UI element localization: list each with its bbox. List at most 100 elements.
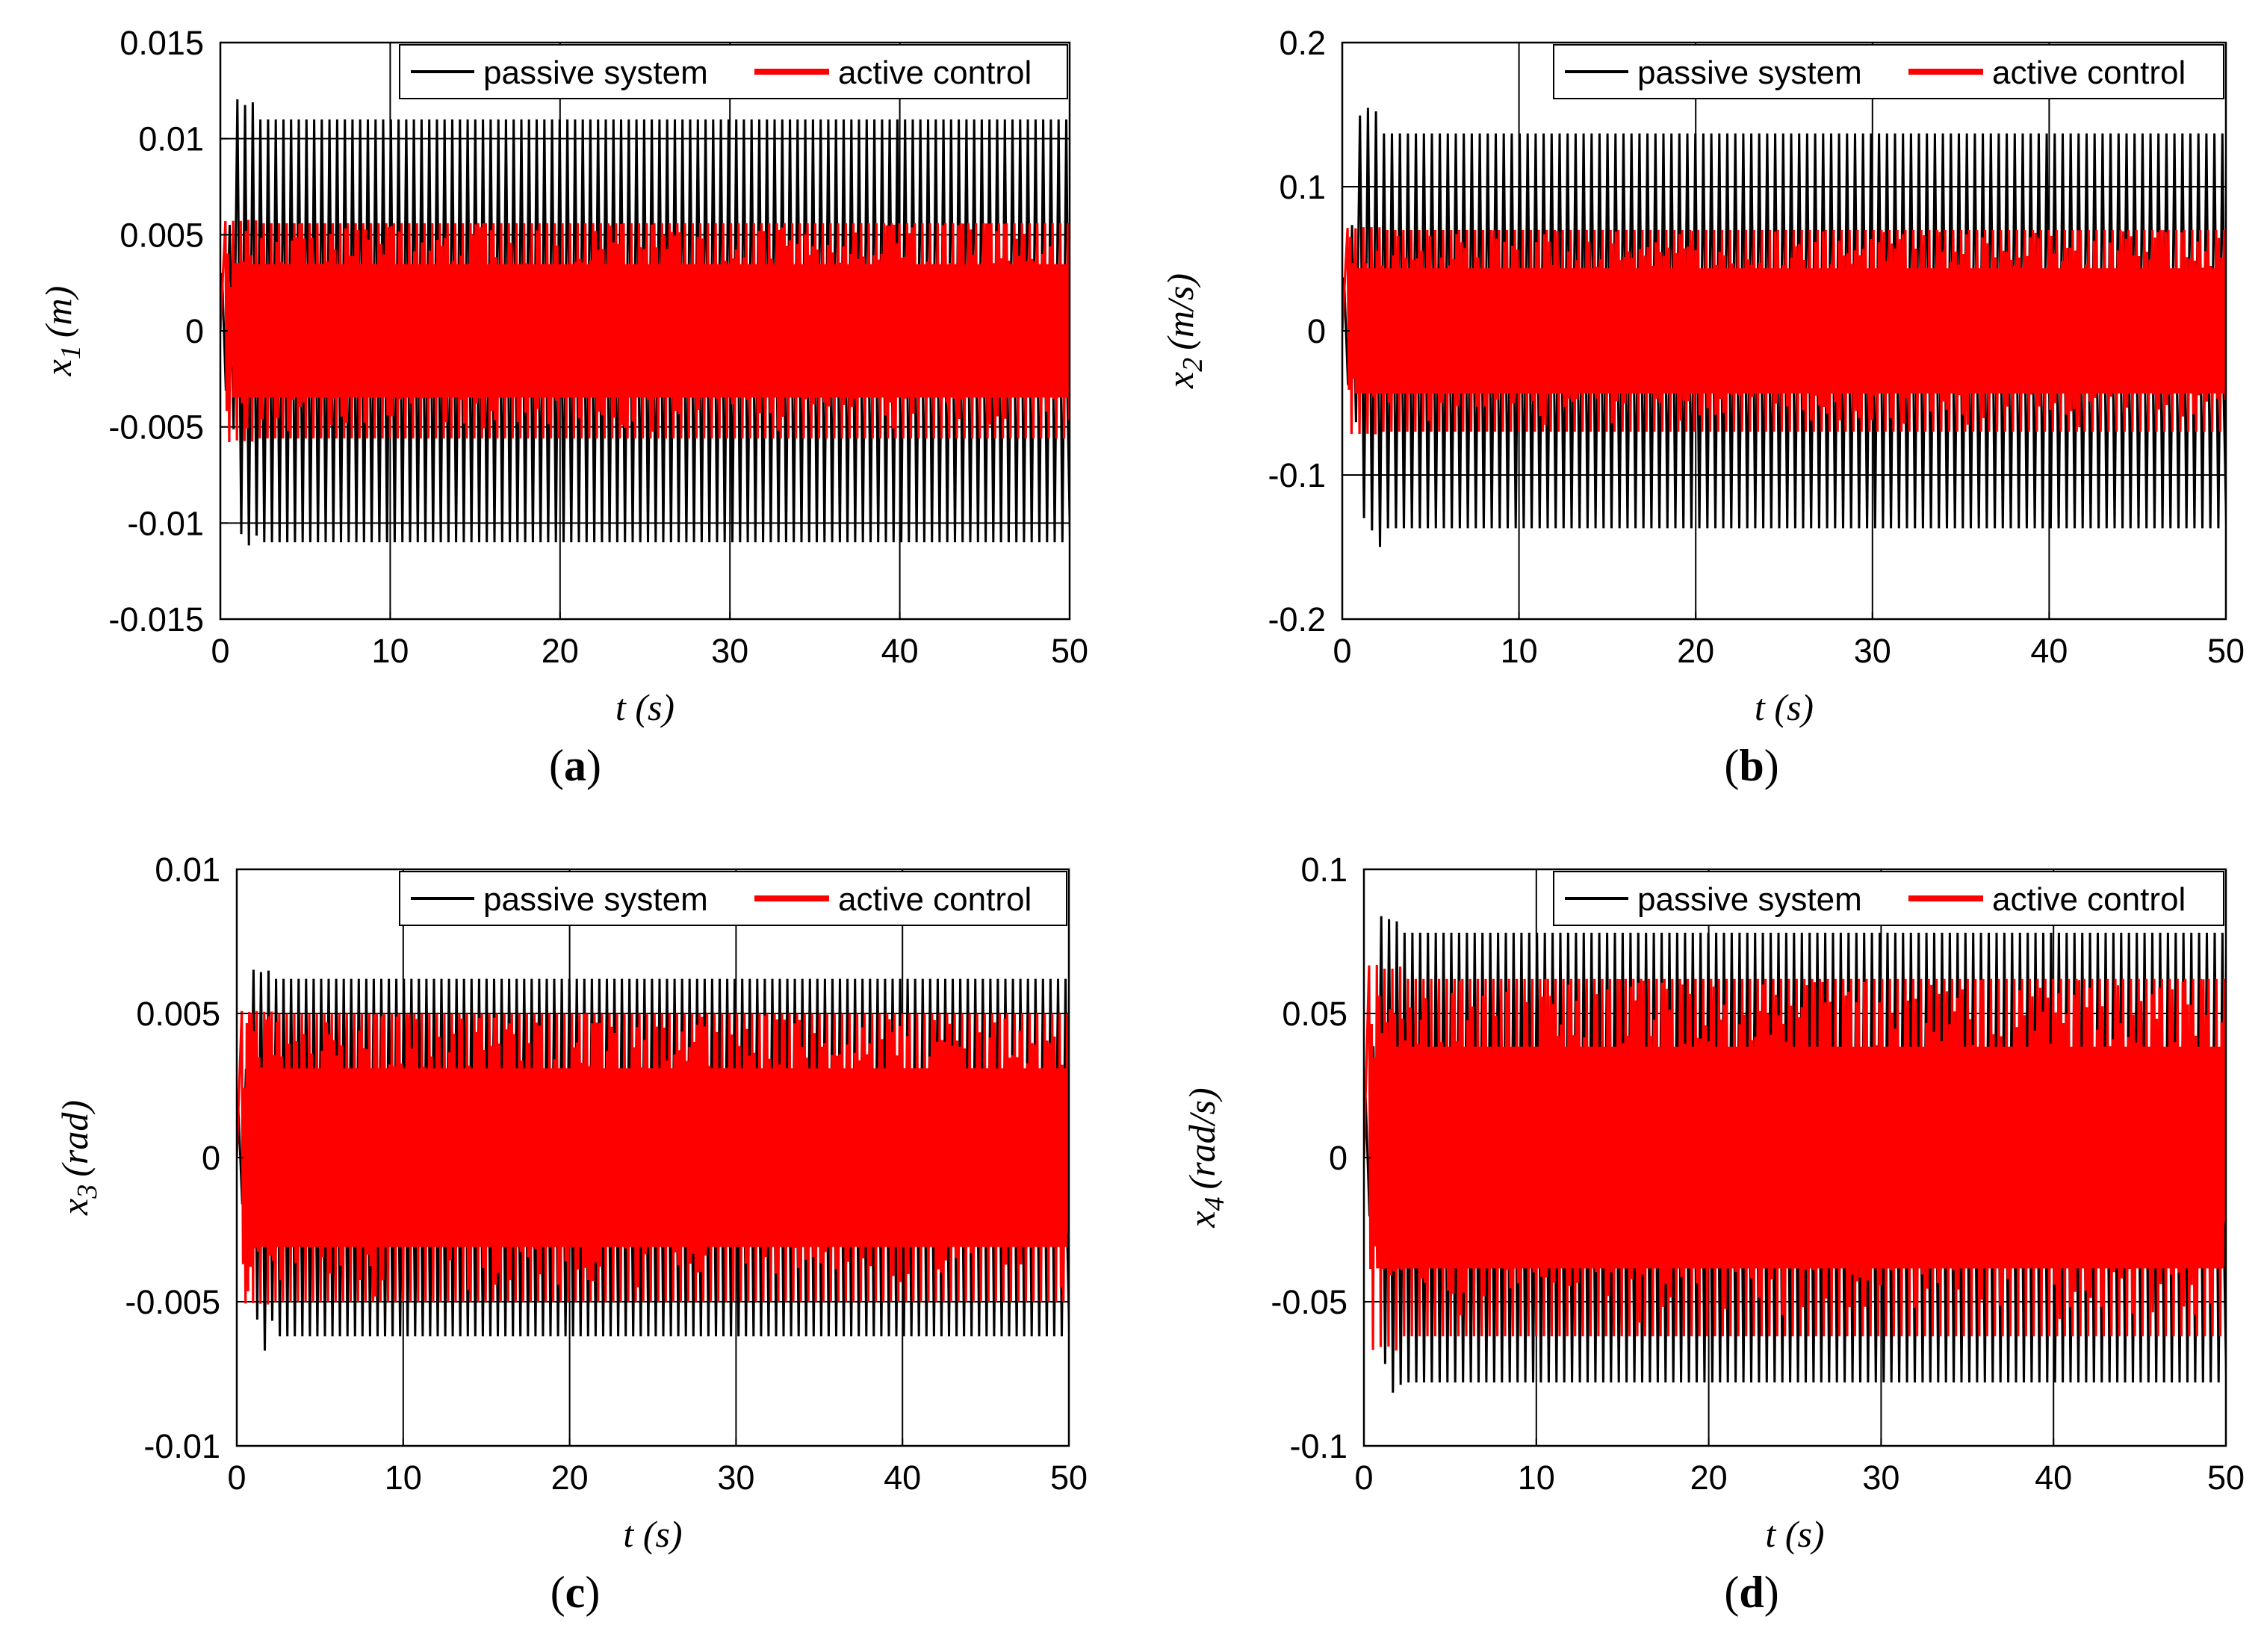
y-axis-label-symbol: x [1181,1211,1223,1228]
y-tick-label: 0.01 [138,120,204,158]
y-axis-label: x3 (rad) [54,1100,103,1216]
x-tick-label: 40 [881,632,919,670]
panel-label-close: ) [1764,1568,1779,1617]
x-tick-label: 40 [2035,1459,2072,1497]
panel-label-open: ( [1724,1568,1739,1617]
y-tick-label: 0 [185,312,204,350]
legend-box [399,44,1068,99]
legend: passive system active control [399,871,1067,926]
y-axis-label-subscript: 4 [1199,1196,1230,1211]
legend: passive system active control [399,44,1068,99]
panel-label-close: ) [585,1568,600,1617]
x-tick-label: 10 [1518,1459,1555,1497]
y-tick-label: 0 [202,1139,220,1177]
legend-label-active: active control [1992,881,2186,918]
x-tick-label: 30 [1854,632,1891,670]
legend-box [1553,871,2224,926]
y-tick-label: -0.01 [127,504,204,542]
x-tick-label: 30 [711,632,748,670]
active-control-dense-band [1376,1046,2224,1269]
legend-box [399,871,1067,926]
y-tick-label: 0.005 [136,995,220,1033]
x-tick-label: 10 [1501,632,1538,670]
y-axis-label-unit: (m) [37,286,79,338]
legend-label-passive: passive system [1637,881,1862,918]
legend-label-passive: passive system [1637,55,1862,91]
active-control-dense-band [232,264,1068,398]
x-tick-label: 0 [227,1459,246,1497]
legend: passive system active control [1553,44,2224,99]
x-tick-label: 30 [717,1459,754,1497]
y-axis-label-subscript: 3 [72,1184,103,1199]
x-axis-label: t (s) [1765,1513,1824,1555]
x-tick-label: 0 [1354,1459,1373,1497]
x-axis-label: t (s) [623,1513,682,1555]
y-tick-label: 0.2 [1279,24,1326,62]
legend-label-active: active control [1992,55,2186,91]
panel-b: 0 10 20 30 40 50 -0.2 -0.1 0 0.1 0.2 t (s) x2 (m/s) pa… [1159,24,2245,790]
legend-label-passive: passive system [483,55,708,91]
panel-label-open: ( [1724,741,1739,790]
x-tick-label: 50 [1051,632,1088,670]
legend: passive system active control [1553,871,2224,926]
x-tick-label: 0 [1333,632,1351,670]
panel-label-letter: b [1739,741,1764,790]
y-tick-label: 0.005 [120,216,204,254]
y-tick-label: 0 [1329,1139,1347,1177]
y-axis-label-subscript: 2 [1177,358,1209,372]
x-axis-label: t (s) [615,686,674,728]
legend-label-passive: passive system [483,881,708,918]
legend-label-active: active control [838,55,1032,91]
x-axis-label: t (s) [1755,686,1814,728]
legend-label-active: active control [838,881,1032,918]
panel-label: (a) [549,741,601,790]
y-axis-label-unit: (m/s) [1159,273,1201,350]
y-tick-label: 0 [1307,312,1326,350]
panel-c: 0 10 20 30 40 50 -0.01 -0.005 0 0.005 0.01 t (s) x3 (… [54,851,1088,1617]
y-axis-label-subscript: 1 [55,345,87,359]
y-axis-label: x2 (m/s) [1159,273,1209,389]
x-tick-label: 30 [1862,1459,1899,1497]
y-tick-label: 0.1 [1279,168,1326,206]
panel-d: 0 10 20 30 40 50 -0.1 -0.05 0 0.05 0.1 t (s) x4 (rad/… [1181,851,2245,1617]
x-tick-label: 10 [385,1459,422,1497]
active-control-dense-band [248,1068,1067,1247]
x-tick-label: 50 [2207,632,2245,670]
y-tick-label: -0.2 [1268,600,1326,639]
x-tick-label: 10 [371,632,409,670]
x-tick-label: 20 [551,1459,589,1497]
y-tick-label: 0.01 [155,851,220,889]
x-tick-label: 40 [884,1459,921,1497]
panel-label-close: ) [586,741,601,790]
y-tick-label: -0.005 [108,409,204,447]
x-tick-label: 50 [1050,1459,1088,1497]
y-tick-label: 0.1 [1300,851,1347,889]
panel-label: (c) [551,1568,601,1617]
y-axis-label-symbol: x [37,359,79,376]
panel-label: (d) [1724,1568,1778,1617]
x-tick-label: 40 [2030,632,2068,670]
y-axis-label-symbol: x [54,1199,96,1216]
y-axis-label-unit: (rad/s) [1181,1087,1223,1189]
y-axis-label: x1 (m) [37,286,87,377]
y-tick-label: -0.01 [143,1427,220,1465]
y-tick-label: -0.015 [108,600,204,639]
y-tick-label: 0.05 [1282,995,1347,1033]
panel-label-close: ) [1764,741,1779,790]
x-tick-label: 20 [542,632,579,670]
x-tick-label: 20 [1677,632,1714,670]
y-tick-label: -0.05 [1271,1283,1347,1321]
panel-label-open: ( [551,1568,565,1617]
y-tick-label: 0.015 [120,24,204,62]
panel-label-letter: a [564,741,586,790]
panel-a: 0 10 20 30 40 50 -0.015 -0.01 -0.005 0 0.005 0.01 0.… [37,24,1088,790]
y-axis-label-symbol: x [1159,372,1201,389]
y-tick-label: -0.1 [1268,456,1326,494]
y-tick-label: -0.005 [125,1283,220,1321]
y-axis-label: x4 (rad/s) [1181,1087,1230,1228]
x-tick-label: 0 [211,632,229,670]
panel-label: (b) [1724,741,1778,790]
legend-box [1553,44,2224,99]
x-tick-label: 50 [2207,1459,2245,1497]
panel-label-letter: d [1739,1568,1764,1617]
